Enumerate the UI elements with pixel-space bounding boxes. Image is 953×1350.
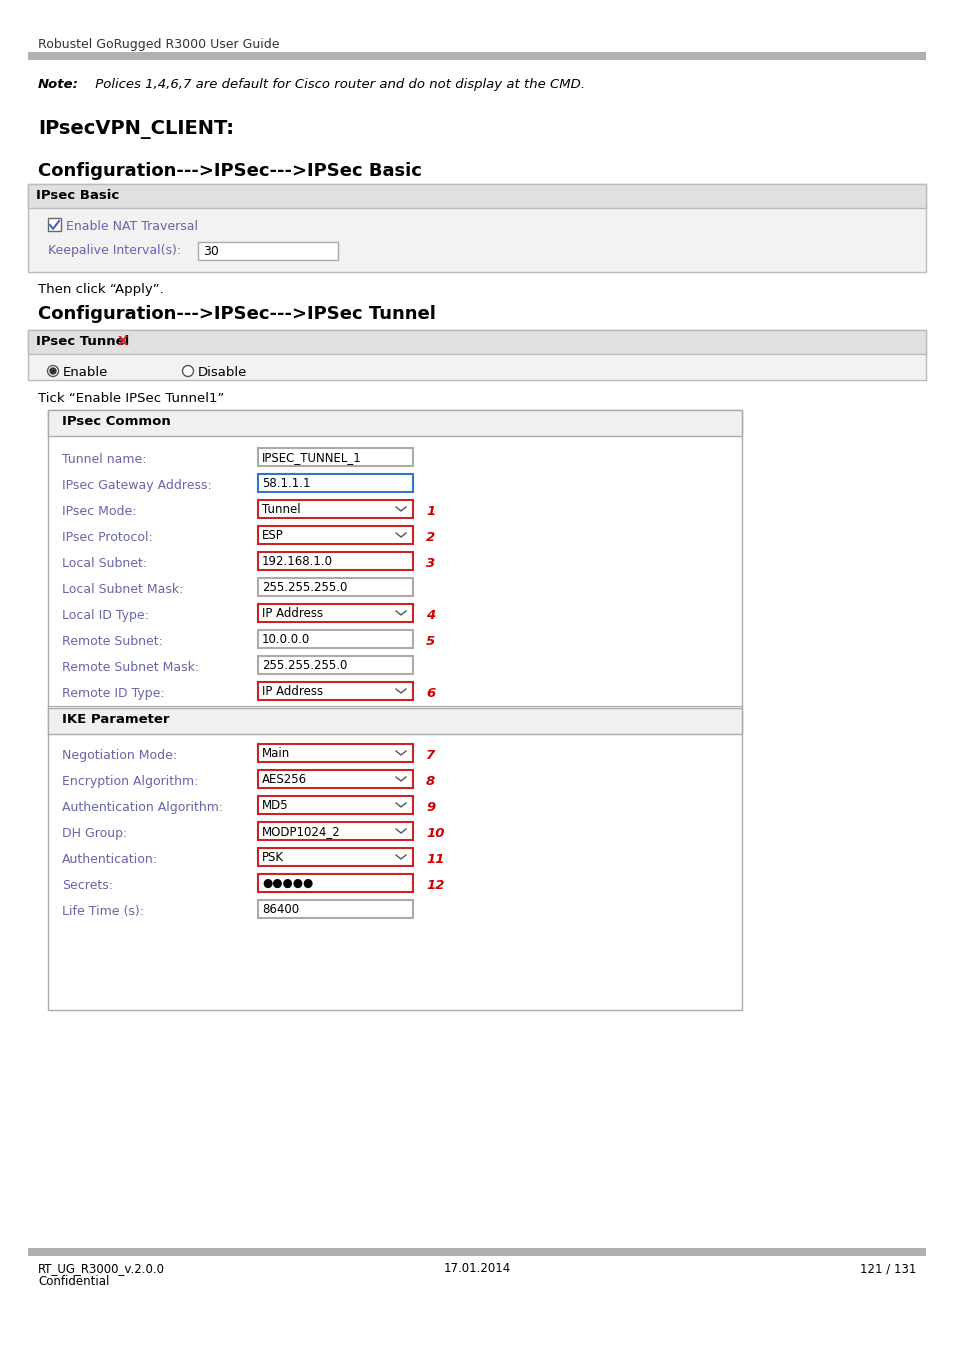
Text: Disable: Disable bbox=[198, 366, 247, 379]
Bar bbox=[257, 873, 413, 892]
Text: Local Subnet Mask:: Local Subnet Mask: bbox=[62, 583, 183, 595]
Text: 8: 8 bbox=[426, 775, 435, 788]
Text: RT_UG_R3000_v.2.0.0: RT_UG_R3000_v.2.0.0 bbox=[38, 1262, 165, 1274]
Text: 9: 9 bbox=[426, 801, 435, 814]
Text: 12: 12 bbox=[426, 879, 444, 892]
Text: 17.01.2014: 17.01.2014 bbox=[443, 1262, 510, 1274]
Text: Main: Main bbox=[262, 747, 290, 760]
Bar bbox=[28, 53, 925, 59]
Bar bbox=[257, 578, 413, 595]
Text: 7: 7 bbox=[426, 749, 435, 761]
Text: 4: 4 bbox=[426, 609, 435, 622]
Text: DH Group:: DH Group: bbox=[62, 828, 127, 840]
Bar bbox=[257, 682, 413, 701]
Text: Remote Subnet Mask:: Remote Subnet Mask: bbox=[62, 662, 199, 674]
Text: 3: 3 bbox=[426, 558, 435, 570]
Text: Authentication:: Authentication: bbox=[62, 853, 158, 865]
Circle shape bbox=[50, 369, 56, 374]
Text: IP Address: IP Address bbox=[262, 608, 323, 620]
Bar bbox=[28, 184, 925, 208]
Text: 2: 2 bbox=[426, 531, 435, 544]
Text: MODP1024_2: MODP1024_2 bbox=[262, 825, 340, 838]
Bar bbox=[28, 1247, 925, 1256]
Text: 5: 5 bbox=[426, 634, 435, 648]
Bar bbox=[257, 822, 413, 840]
Text: 192.168.1.0: 192.168.1.0 bbox=[262, 555, 333, 568]
Text: 86400: 86400 bbox=[262, 903, 299, 917]
Text: IPsec Mode:: IPsec Mode: bbox=[62, 505, 136, 518]
Bar bbox=[257, 448, 413, 466]
Text: IPsecVPN_CLIENT:: IPsecVPN_CLIENT: bbox=[38, 120, 233, 139]
Text: Authentication Algorithm:: Authentication Algorithm: bbox=[62, 801, 223, 814]
Text: ESP: ESP bbox=[262, 529, 283, 541]
Bar bbox=[257, 500, 413, 518]
Text: Configuration--->IPSec--->IPSec Tunnel: Configuration--->IPSec--->IPSec Tunnel bbox=[38, 305, 436, 323]
Bar bbox=[198, 242, 337, 261]
Text: 121 / 131: 121 / 131 bbox=[859, 1262, 915, 1274]
Text: Life Time (s):: Life Time (s): bbox=[62, 904, 144, 918]
Bar bbox=[48, 410, 741, 436]
Text: 58.1.1.1: 58.1.1.1 bbox=[262, 477, 310, 490]
Text: 11: 11 bbox=[426, 853, 444, 865]
Text: Remote Subnet:: Remote Subnet: bbox=[62, 634, 163, 648]
Text: Encryption Algorithm:: Encryption Algorithm: bbox=[62, 775, 198, 788]
Text: IPsec Tunnel: IPsec Tunnel bbox=[36, 335, 129, 348]
Text: Remote ID Type:: Remote ID Type: bbox=[62, 687, 165, 701]
Text: 1: 1 bbox=[426, 505, 435, 518]
Text: PSK: PSK bbox=[262, 850, 284, 864]
Text: IPsec Common: IPsec Common bbox=[62, 414, 171, 428]
Text: Tunnel name:: Tunnel name: bbox=[62, 454, 147, 466]
Bar bbox=[257, 474, 413, 491]
Text: 30: 30 bbox=[203, 244, 218, 258]
Bar bbox=[48, 410, 741, 1010]
Bar bbox=[257, 796, 413, 814]
Text: IPsec Protocol:: IPsec Protocol: bbox=[62, 531, 152, 544]
Text: IPsec Basic: IPsec Basic bbox=[36, 189, 119, 202]
Text: AES256: AES256 bbox=[262, 774, 307, 786]
Text: 255.255.255.0: 255.255.255.0 bbox=[262, 580, 347, 594]
Bar bbox=[48, 217, 61, 231]
Text: Secrets:: Secrets: bbox=[62, 879, 112, 892]
Text: Then click “Apply”.: Then click “Apply”. bbox=[38, 284, 164, 296]
Text: Enable: Enable bbox=[63, 366, 109, 379]
Bar bbox=[257, 900, 413, 918]
Text: IKE Parameter: IKE Parameter bbox=[62, 713, 170, 726]
Text: IP Address: IP Address bbox=[262, 684, 323, 698]
Bar bbox=[257, 603, 413, 622]
Bar bbox=[257, 552, 413, 570]
Bar bbox=[28, 184, 925, 271]
Bar bbox=[257, 744, 413, 761]
Bar bbox=[28, 329, 925, 379]
Text: Keepalive Interval(s):: Keepalive Interval(s): bbox=[48, 244, 181, 256]
Bar bbox=[48, 707, 741, 734]
Circle shape bbox=[182, 366, 193, 377]
Text: X: X bbox=[118, 335, 128, 348]
Text: MD5: MD5 bbox=[262, 799, 289, 811]
Bar bbox=[257, 769, 413, 788]
Text: 10: 10 bbox=[426, 828, 444, 840]
Bar bbox=[257, 848, 413, 865]
Text: Robustel GoRugged R3000 User Guide: Robustel GoRugged R3000 User Guide bbox=[38, 38, 279, 51]
Text: 10.0.0.0: 10.0.0.0 bbox=[262, 633, 310, 647]
Bar bbox=[257, 526, 413, 544]
Text: Confidential: Confidential bbox=[38, 1274, 110, 1288]
Text: Local ID Type:: Local ID Type: bbox=[62, 609, 149, 622]
Text: Local Subnet:: Local Subnet: bbox=[62, 558, 147, 570]
Bar bbox=[257, 656, 413, 674]
Text: Tunnel: Tunnel bbox=[262, 504, 300, 516]
Circle shape bbox=[48, 366, 58, 377]
Text: Polices 1,4,6,7 are default for Cisco router and do not display at the CMD.: Polices 1,4,6,7 are default for Cisco ro… bbox=[91, 78, 584, 90]
Bar bbox=[257, 630, 413, 648]
Text: 6: 6 bbox=[426, 687, 435, 701]
Text: Configuration--->IPSec--->IPSec Basic: Configuration--->IPSec--->IPSec Basic bbox=[38, 162, 421, 180]
Text: Enable NAT Traversal: Enable NAT Traversal bbox=[66, 220, 198, 234]
Text: Negotiation Mode:: Negotiation Mode: bbox=[62, 749, 177, 761]
Bar bbox=[28, 329, 925, 354]
Text: IPsec Gateway Address:: IPsec Gateway Address: bbox=[62, 479, 212, 491]
Text: 255.255.255.0: 255.255.255.0 bbox=[262, 659, 347, 672]
Text: Tick “Enable IPSec Tunnel1”: Tick “Enable IPSec Tunnel1” bbox=[38, 392, 224, 405]
Text: ●●●●●: ●●●●● bbox=[262, 878, 313, 890]
Text: Note:: Note: bbox=[38, 78, 79, 90]
Text: IPSEC_TUNNEL_1: IPSEC_TUNNEL_1 bbox=[262, 451, 361, 464]
